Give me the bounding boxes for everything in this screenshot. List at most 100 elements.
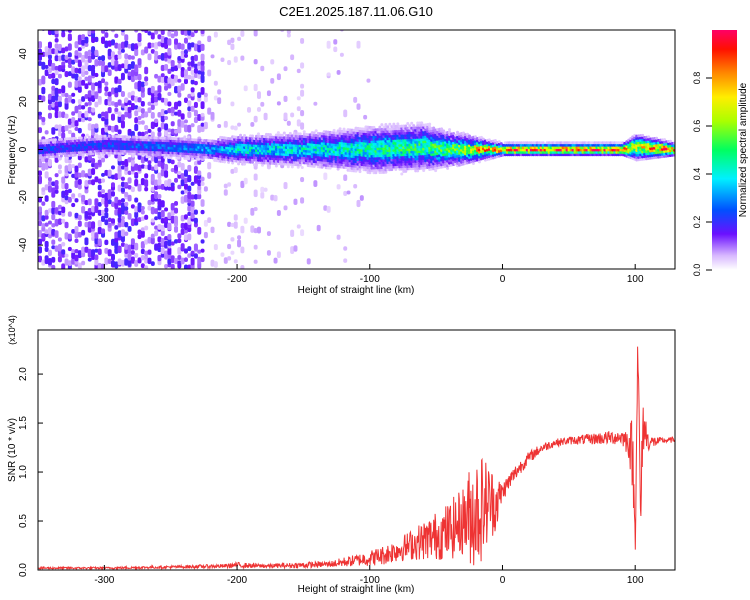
spectrogram-cell [94,49,99,57]
spectrogram-cell [170,168,175,173]
spectrogram-cell [144,111,149,118]
spectrogram-cell [130,69,135,77]
spectrogram-cell [253,189,258,198]
spectrogram-cell [71,111,76,116]
spectrogram-cell [160,97,165,103]
spectrogram-cell [134,171,139,177]
spectrogram-cell [183,124,188,133]
spectrogram-cell [217,123,222,129]
spectrogram-cell [38,53,42,61]
spectrogram-cell [77,104,82,110]
spectrogram-cell [54,230,59,239]
spectrogram-cell [117,111,122,118]
spectrogram-cell [150,186,155,192]
spectrogram-cell [174,111,179,116]
spectrogram-cell [193,73,198,78]
spectrogram-cell [137,80,142,89]
spectrogram-cell [71,132,76,139]
spectrogram-cell [104,199,109,208]
spectrogram-cell [170,33,175,39]
spectrogram-cell [44,130,49,135]
spectrogram-cell [47,158,52,167]
spectrogram-cell [256,91,261,100]
spectrogram-cell [124,97,129,103]
spectrogram-cell [38,61,42,67]
spectrogram-cell [134,30,139,33]
spectrogram-cell [323,205,328,211]
spectrogram-cell [170,66,175,72]
spectrogram-cell [220,252,225,257]
spectrogram-cell [67,63,72,69]
spectrogram-cell [157,92,162,98]
spectrogram-cell [323,172,328,180]
spectrogram-cell [124,59,129,66]
spectrogram-cell [114,33,119,39]
spectrogram-cell [79,136,83,140]
spectrogram-x-tick-label: -200 [227,274,247,285]
spectrogram-cell [256,132,260,136]
spectrogram-cell [57,64,62,72]
spectrogram-cell [57,218,62,225]
spectrogram-cell [120,215,125,221]
spectrogram-cell [101,36,106,45]
spectrogram-cell [343,190,348,196]
spectrogram-cell [213,261,218,268]
spectrogram-cell [120,242,125,247]
spectrogram-cell [356,40,361,49]
spectrogram-cell [54,184,59,191]
spectrogram-cell [428,122,432,126]
spectrogram-cell [233,214,238,221]
snr-x-tick-label: 0 [500,575,506,586]
spectrogram-cell [336,70,341,75]
snr-x-tick-label: -300 [94,575,114,586]
spectrogram-cell [200,75,205,84]
spectrogram-cell [54,245,59,252]
spectrogram-cell [77,214,82,221]
spectrogram-cell [333,46,338,53]
spectrogram-cell [160,108,165,117]
spectrogram-cell [213,95,218,101]
spectrogram-cell [237,122,242,127]
spectrogram-cell [94,254,99,261]
spectrogram-cell [74,198,79,203]
spectrogram-cell [164,123,169,131]
spectrogram-cell [127,54,132,60]
spectrogram-cell [77,59,82,68]
spectrogram-cell [101,228,106,234]
spectrogram-cell [51,78,56,85]
spectrogram-cell [300,37,305,44]
spectrogram-cell [231,161,235,165]
spectrogram-cell [54,111,59,119]
spectrogram-cell [187,185,192,192]
spectrogram-cell [197,40,202,46]
spectrogram-cell [160,210,165,218]
spectrogram-cell [200,209,205,215]
spectrogram-cell [396,122,400,126]
spectrogram-cell [104,207,109,213]
spectrogram-cell [71,122,76,128]
spectrogram-cell [44,240,49,248]
snr-y-tick-label: 2.0 [18,367,29,381]
spectrogram-cell [174,85,179,94]
spectrogram-cell [74,226,79,232]
spectrogram-cell [64,258,69,266]
spectrogram-cell [124,201,129,207]
spectrogram-cell [77,250,82,259]
spectrogram-cell [170,78,175,87]
snr-y-tick-label: 1.0 [18,465,29,479]
spectrogram-cell [77,76,82,81]
spectrogram-cell [64,101,69,110]
spectrogram-cell [67,118,72,125]
spectrogram-cell [220,57,225,62]
spectrogram-cell [54,189,59,194]
spectrogram-cell [117,207,122,215]
spectrogram-cell [101,30,106,34]
spectrogram-cell [38,206,42,213]
spectrogram-cell [77,47,82,52]
spectrogram-cell [41,61,46,70]
spectrogram-cell [200,199,205,207]
spectrogram-cell [104,32,109,38]
spectrogram-cell [167,234,172,240]
spectrogram-cell [94,59,99,67]
spectrogram-cell [77,68,82,74]
